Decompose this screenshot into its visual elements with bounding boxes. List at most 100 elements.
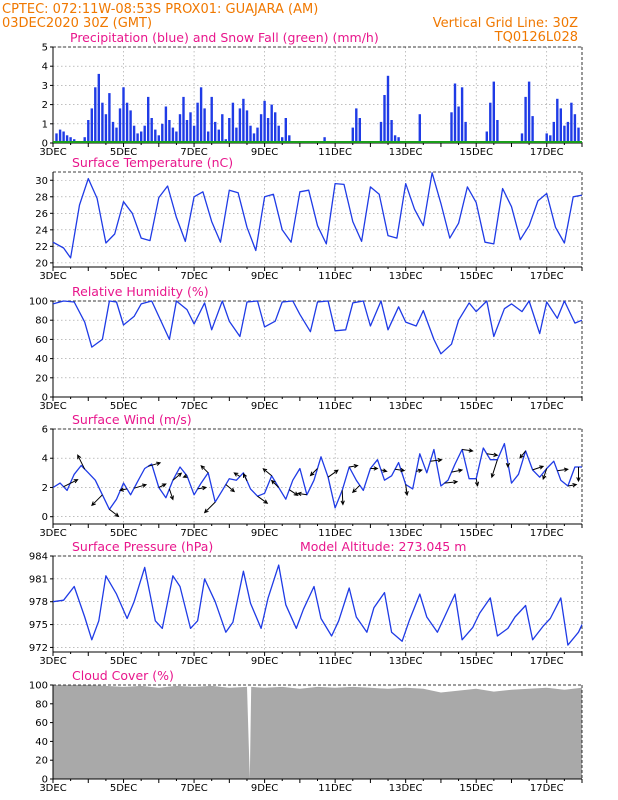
y-tick-label: 4: [42, 62, 48, 73]
wind-vector: [370, 466, 379, 471]
precip-bar: [143, 125, 146, 143]
wind-vector: [474, 478, 480, 487]
wind-vector: [225, 484, 236, 493]
precip-bar: [90, 108, 93, 143]
x-tick-label: 3DEC: [39, 147, 66, 158]
y-tick-label: 972: [29, 643, 48, 654]
wind-vector: [158, 483, 167, 488]
precip-bar: [393, 135, 397, 143]
x-tick-label: 11DEC: [318, 271, 352, 282]
y-tick-label: 984: [29, 552, 48, 563]
precip-bar: [118, 108, 122, 143]
wind-vector: [519, 450, 526, 459]
precip-bar: [65, 135, 69, 143]
x-tick-label: 11DEC: [318, 656, 352, 667]
precip-bar: [182, 96, 185, 143]
x-tick-label: 7DEC: [180, 271, 207, 282]
x-tick-label: 11DEC: [318, 783, 352, 794]
precip-bar: [524, 96, 527, 143]
precip-bar: [556, 98, 559, 143]
x-tick-label: 13DEC: [389, 271, 423, 282]
wind-vector: [77, 454, 86, 470]
precip-bar: [252, 133, 256, 143]
wind-vector: [451, 468, 464, 473]
y-tick-label: 80: [35, 699, 48, 710]
precip-bar: [175, 131, 178, 143]
x-tick-label: 5DEC: [110, 271, 137, 282]
x-tick-label: 15DEC: [459, 656, 493, 667]
x-tick-label: 7DEC: [180, 528, 207, 539]
panels: Precipitation (blue) and Snow Fall (gree…: [29, 30, 583, 794]
wind-vector: [486, 452, 499, 457]
precip-bar: [238, 108, 242, 143]
precip-bar: [249, 125, 252, 143]
precip-bar: [245, 110, 249, 143]
wind-vector: [462, 448, 474, 453]
x-tick-label: 5DEC: [110, 656, 137, 667]
x-tick-label: 15DEC: [459, 783, 493, 794]
wind-vector: [200, 464, 209, 474]
x-tick-label: 3DEC: [39, 783, 66, 794]
precip-bar: [559, 108, 562, 143]
precip-bar: [563, 125, 566, 143]
wind-vector: [148, 461, 162, 467]
precip-bar: [274, 112, 277, 143]
x-tick-label: 7DEC: [180, 783, 207, 794]
precip-bar: [171, 127, 175, 143]
precip-bar: [545, 133, 548, 143]
wind-vector: [567, 483, 578, 488]
precip-bar: [242, 98, 245, 143]
precip-bar: [457, 106, 460, 143]
panel-humidity: Relative Humidity (%) 0 20 40 60 80 100 3DEC 5DE…: [29, 284, 583, 412]
precip-bar: [125, 102, 129, 143]
wind-vector: [380, 468, 388, 473]
precip-bar: [270, 104, 273, 143]
x-tick-label: 15DEC: [459, 401, 493, 412]
precip-bar: [147, 96, 150, 143]
wind-vector: [91, 494, 103, 507]
wind-vector: [309, 468, 318, 477]
precip-bar: [266, 118, 270, 143]
model-altitude: Model Altitude: 273.045 m: [300, 539, 466, 554]
y-tick-label: 981: [29, 574, 48, 585]
precip-bar: [460, 87, 464, 143]
precip-bar: [58, 129, 62, 143]
y-tick-label: 20: [35, 258, 48, 269]
precip-bar: [464, 121, 467, 143]
wind-vector: [430, 458, 443, 463]
wind-vector: [490, 459, 498, 479]
panel-pressure: Surface Pressure (hPa) 972 975 978 981 984 3DE…: [29, 539, 583, 667]
y-tick-label: 20: [35, 373, 48, 384]
precip-bar: [235, 127, 238, 143]
wind-line: [52, 442, 582, 511]
precip-bar: [450, 112, 453, 143]
header-run-line: 03DEC2020 30Z (GMT): [2, 16, 152, 31]
precip-bar: [69, 137, 72, 143]
precip-bar: [203, 108, 206, 143]
wind-vector: [404, 484, 409, 497]
precip-bar: [136, 133, 139, 143]
x-tick-label: 7DEC: [180, 656, 207, 667]
precip-bar: [531, 116, 534, 143]
precip-bar: [189, 112, 192, 143]
x-tick-label: 9DEC: [251, 528, 278, 539]
y-tick-label: 5: [42, 43, 48, 54]
precip-bar: [192, 125, 196, 143]
wind-vector: [532, 465, 545, 471]
precip-bar: [358, 118, 361, 143]
precip-bar: [115, 127, 118, 143]
x-tick-label: 17DEC: [530, 147, 564, 158]
precip-bar: [104, 114, 108, 143]
y-tick-label: 40: [35, 737, 48, 748]
x-tick-label: 15DEC: [459, 147, 493, 158]
x-tick-label: 13DEC: [389, 147, 423, 158]
precip-bar: [87, 120, 90, 143]
x-tick-label: 7DEC: [180, 147, 207, 158]
panel-cloud: Cloud Cover (%) 0 20 40 60 80 100 3DEC 5DEC 7DEC 9…: [29, 668, 583, 794]
header-station-line: CPTEC: 072:11W-08:53S PROX01: GUAJARA (A…: [2, 2, 318, 17]
precip-bar: [379, 121, 383, 143]
precip-bar: [231, 102, 235, 143]
precip-bar: [185, 120, 189, 143]
pressure-line: [52, 564, 583, 646]
